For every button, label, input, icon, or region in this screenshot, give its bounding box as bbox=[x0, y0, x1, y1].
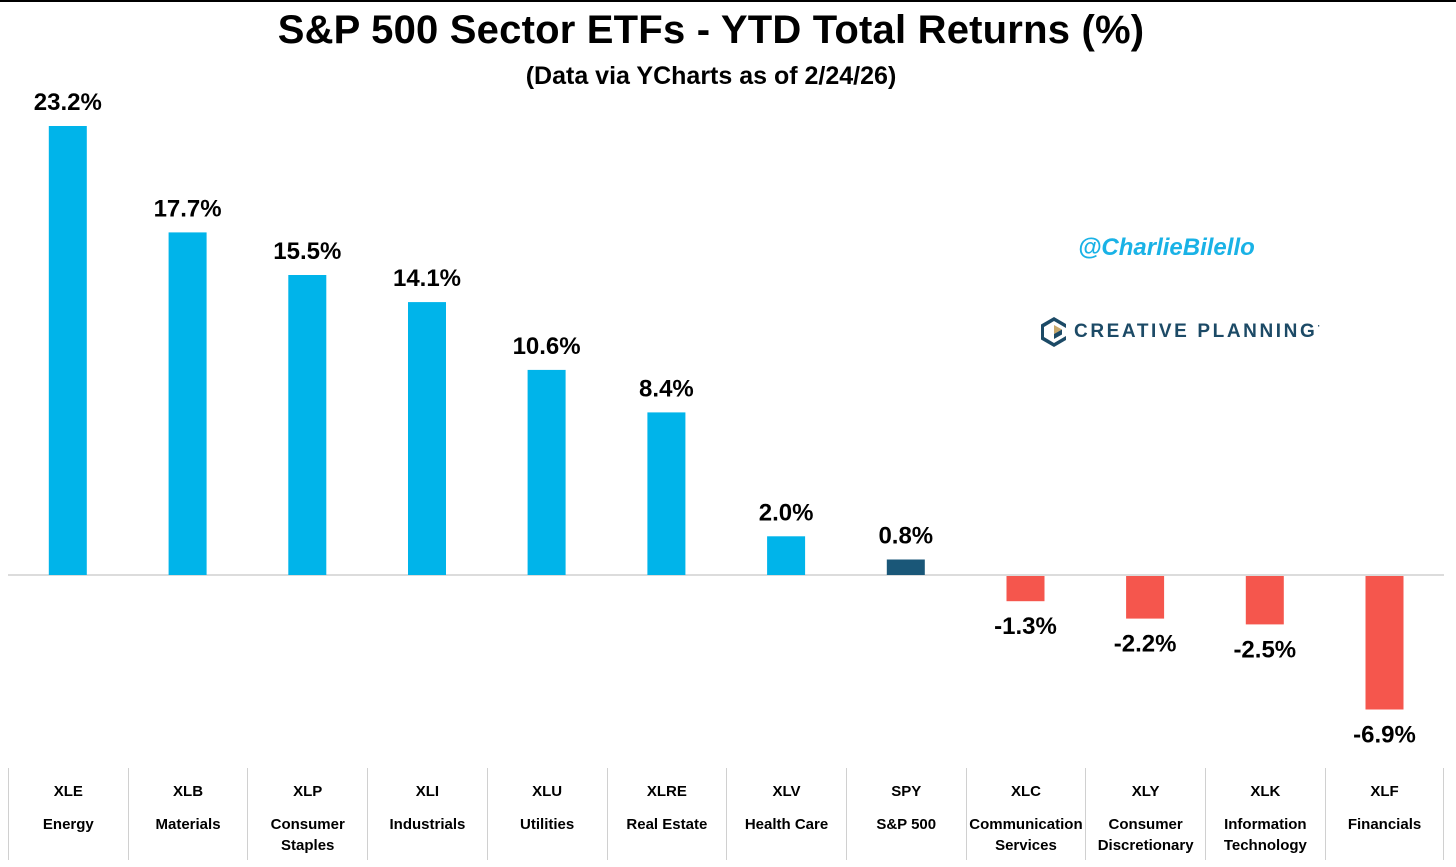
tick-label-sector: Utilities bbox=[520, 816, 575, 833]
data-label-xlk: -2.5% bbox=[1233, 636, 1296, 663]
brand-name: CREATIVE PLANNING· bbox=[1074, 321, 1323, 342]
tick-label-sector: Real Estate bbox=[626, 816, 708, 833]
bar-xlre bbox=[647, 412, 686, 575]
chart-subtitle: (Data via YCharts as of 2/24/26) bbox=[525, 62, 897, 90]
data-label-xli: 14.1% bbox=[393, 265, 461, 292]
creative-planning-logo: CREATIVE PLANNING· bbox=[1040, 316, 1323, 348]
tick-label-ticker: XLB bbox=[173, 783, 204, 800]
tick-label-sector: Materials bbox=[155, 816, 221, 833]
data-label-xlu: 10.6% bbox=[513, 333, 581, 360]
creative-planning-icon bbox=[1041, 317, 1066, 347]
tick-label-sector: Energy bbox=[42, 816, 94, 833]
tick-label-sector: Consumer Discretionary bbox=[1097, 816, 1194, 854]
category-cell-xli: XLI Industrials bbox=[367, 768, 487, 860]
bar-xle bbox=[48, 126, 87, 575]
tick-label-sector: Communication Services bbox=[969, 816, 1083, 854]
category-cell-xly: XLY Consumer Discretionary bbox=[1085, 768, 1205, 860]
data-label-xlre: 8.4% bbox=[639, 375, 694, 402]
bar-xlp bbox=[288, 275, 327, 575]
category-cell-xlb: XLB Materials bbox=[127, 768, 248, 860]
bar-xli bbox=[408, 302, 446, 575]
chart-title: S&P 500 Sector ETFs - YTD Total Returns … bbox=[277, 8, 1145, 52]
tick-label-ticker: XLRE bbox=[646, 783, 687, 800]
category-cell-xlc: XLC Communication Services bbox=[965, 768, 1086, 860]
tick-label-sector: Financials bbox=[1347, 816, 1422, 833]
bar-xlc bbox=[1006, 576, 1045, 602]
tick-label-ticker: SPY bbox=[891, 783, 922, 800]
bar-spy bbox=[886, 559, 925, 575]
tick-label-ticker: XLC bbox=[1010, 783, 1041, 800]
tick-label-sector: Health Care bbox=[744, 816, 829, 833]
data-label-xly: -2.2% bbox=[1114, 631, 1177, 658]
bar-xlk bbox=[1245, 576, 1284, 625]
tick-label-ticker: XLP bbox=[293, 783, 323, 800]
data-label-xlp: 15.5% bbox=[273, 238, 341, 265]
category-cell-xle: XLE Energy bbox=[8, 768, 128, 860]
data-label-xlc: -1.3% bbox=[994, 613, 1057, 640]
bar-xlf bbox=[1365, 576, 1404, 710]
category-cell-xlk: XLK Information Technology bbox=[1205, 768, 1325, 860]
data-label-xlv: 2.0% bbox=[759, 499, 814, 526]
bar-xlu bbox=[527, 369, 566, 575]
category-cell-xlu: XLU Utilities bbox=[486, 768, 607, 860]
category-cell-xlf: XLF Financials bbox=[1324, 768, 1445, 860]
twitter-handle: @CharlieBilello bbox=[1078, 234, 1255, 261]
tick-label-sector: S&P 500 bbox=[876, 816, 937, 833]
tick-label-ticker: XLK bbox=[1250, 783, 1281, 800]
tick-label-sector: Industrials bbox=[389, 816, 466, 833]
tick-label-ticker: XLU bbox=[532, 783, 563, 800]
tick-label-ticker: XLV bbox=[772, 783, 801, 800]
tick-label-ticker: XLY bbox=[1131, 783, 1160, 800]
bar-chart: 23.2% 17.7% 15.5% 14.1% 10.6% 8.4% 2.0% 0.8% -1.… bbox=[8, 89, 1444, 749]
category-cell-spy: SPY S&P 500 bbox=[845, 768, 966, 860]
top-rule bbox=[0, 0, 1456, 2]
tick-label-ticker: XLI bbox=[415, 783, 440, 800]
tick-label-ticker: XLE bbox=[53, 783, 83, 800]
category-cell-xlv: XLV Health Care bbox=[726, 768, 846, 860]
bar-xly bbox=[1126, 576, 1165, 619]
data-label-xle: 23.2% bbox=[34, 89, 102, 116]
bar-xlv bbox=[767, 536, 806, 575]
tick-label-ticker: XLF bbox=[1370, 783, 1399, 800]
category-cell-xlp: XLP Consumer Staples bbox=[247, 768, 367, 860]
tick-label-sector: Consumer Staples bbox=[270, 816, 345, 854]
data-label-spy: 0.8% bbox=[878, 523, 933, 550]
data-label-xlf: -6.9% bbox=[1353, 722, 1416, 749]
tick-label-sector: Information Technology bbox=[1223, 816, 1307, 854]
category-cell-xlre: XLRE Real Estate bbox=[606, 768, 727, 860]
data-label-xlb: 17.7% bbox=[154, 195, 222, 222]
bar-xlb bbox=[168, 232, 207, 575]
category-axis: XLE Energy XLB Materials XLP Consumer Staples… bbox=[8, 768, 1445, 860]
